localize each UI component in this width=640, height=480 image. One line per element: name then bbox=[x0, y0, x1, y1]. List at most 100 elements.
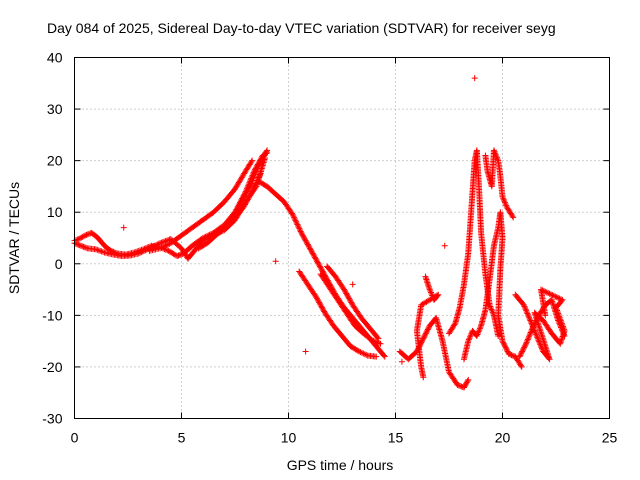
data-point-marker bbox=[520, 345, 527, 352]
data-point-marker bbox=[316, 300, 323, 307]
data-point-marker bbox=[490, 147, 497, 154]
data-point-marker bbox=[524, 310, 531, 317]
data-point-marker bbox=[557, 296, 564, 303]
data-point-marker bbox=[319, 305, 326, 312]
x-tick-label: 5 bbox=[178, 430, 186, 446]
data-point-marker bbox=[531, 328, 538, 335]
data-point-marker bbox=[142, 247, 149, 254]
data-point-marker bbox=[522, 304, 529, 311]
data-point-marker bbox=[80, 233, 87, 240]
data-point-marker bbox=[314, 259, 321, 266]
data-point-marker bbox=[346, 295, 353, 302]
data-point-marker bbox=[301, 236, 308, 243]
data-point-marker bbox=[341, 287, 348, 294]
data-point-marker bbox=[246, 193, 253, 200]
data-point-marker bbox=[523, 339, 530, 346]
data-point-marker bbox=[297, 228, 304, 235]
data-point-marker bbox=[257, 171, 264, 178]
data-point-marker bbox=[259, 155, 266, 162]
data-point-marker bbox=[521, 343, 528, 350]
data-point-marker bbox=[427, 288, 434, 295]
data-point-marker bbox=[556, 295, 563, 302]
data-point-marker bbox=[248, 189, 255, 196]
data-point-marker bbox=[426, 286, 433, 293]
data-point-marker bbox=[316, 263, 323, 270]
data-point-marker bbox=[79, 243, 86, 250]
data-point-marker bbox=[251, 184, 258, 191]
data-point-marker bbox=[240, 204, 247, 211]
data-point-marker bbox=[398, 358, 405, 365]
data-point-marker bbox=[79, 233, 86, 240]
data-point-marker bbox=[531, 321, 538, 328]
data-point-marker bbox=[420, 374, 427, 381]
data-point-marker bbox=[476, 327, 483, 334]
tick-labels: 0 5 10 15 20 25 -30 -20 -10 0 10 20 30 40 bbox=[42, 50, 617, 446]
data-point-marker bbox=[97, 247, 104, 254]
data-point-marker bbox=[560, 330, 567, 337]
data-point-marker bbox=[475, 330, 482, 337]
data-point-marker bbox=[80, 243, 87, 250]
data-point-marker bbox=[556, 320, 563, 327]
data-point-marker bbox=[100, 248, 107, 255]
data-point-marker bbox=[319, 267, 326, 274]
data-point-marker bbox=[425, 325, 432, 332]
data-point-marker bbox=[465, 336, 472, 343]
data-point-marker bbox=[487, 304, 494, 311]
data-point-marker bbox=[139, 248, 146, 255]
data-point-marker bbox=[502, 201, 509, 208]
data-point-marker bbox=[510, 214, 517, 221]
data-point-marker bbox=[244, 196, 251, 203]
data-point-marker bbox=[530, 323, 537, 330]
data-point-marker bbox=[307, 246, 314, 253]
data-point-marker bbox=[303, 238, 310, 245]
x-tick-label: 10 bbox=[281, 430, 297, 446]
data-point-marker bbox=[158, 244, 165, 251]
data-point-marker bbox=[500, 340, 507, 347]
data-point-marker bbox=[507, 351, 514, 358]
data-point-marker bbox=[527, 329, 534, 336]
data-point-marker bbox=[162, 242, 169, 249]
data-point-marker bbox=[519, 347, 526, 354]
data-point-marker bbox=[376, 340, 383, 347]
data-point-marker bbox=[500, 339, 507, 346]
data-point-marker bbox=[460, 384, 467, 391]
data-point-marker bbox=[199, 237, 206, 244]
data-point-marker bbox=[250, 176, 257, 183]
x-axis-title: GPS time / hours bbox=[287, 457, 394, 473]
data-point-marker bbox=[263, 148, 270, 155]
data-point-marker bbox=[164, 247, 171, 254]
data-point-marker bbox=[291, 214, 298, 221]
plot-frame bbox=[74, 57, 610, 419]
data-point-marker bbox=[309, 250, 316, 257]
data-point-marker bbox=[248, 158, 255, 165]
y-tick-label: 20 bbox=[47, 153, 63, 169]
data-point-marker bbox=[305, 242, 312, 249]
data-point-marker bbox=[493, 153, 500, 160]
data-point-marker bbox=[548, 291, 555, 298]
data-point-marker bbox=[500, 195, 507, 202]
data-point-marker bbox=[533, 332, 540, 339]
data-point-marker bbox=[420, 335, 427, 342]
data-point-marker bbox=[296, 225, 303, 232]
data-point-marker bbox=[525, 333, 532, 340]
data-point-marker bbox=[161, 243, 168, 250]
data-point-marker bbox=[533, 331, 540, 338]
data-point-marker bbox=[524, 336, 531, 343]
data-point-marker bbox=[344, 293, 351, 300]
data-point-marker bbox=[503, 347, 510, 354]
data-point-marker bbox=[243, 198, 250, 205]
data-point-marker bbox=[419, 338, 426, 345]
data-point-marker bbox=[356, 348, 363, 355]
data-point-marker bbox=[341, 286, 348, 293]
data-point-marker bbox=[455, 382, 462, 389]
data-point-marker bbox=[358, 349, 365, 356]
data-point-marker bbox=[75, 241, 82, 248]
data-point-marker bbox=[555, 317, 562, 324]
data-point-marker bbox=[241, 201, 248, 208]
data-point-marker bbox=[175, 252, 182, 259]
data-point-marker bbox=[509, 352, 516, 359]
data-point-marker bbox=[74, 241, 81, 248]
data-point-marker bbox=[318, 265, 325, 272]
data-point-marker bbox=[500, 196, 507, 203]
